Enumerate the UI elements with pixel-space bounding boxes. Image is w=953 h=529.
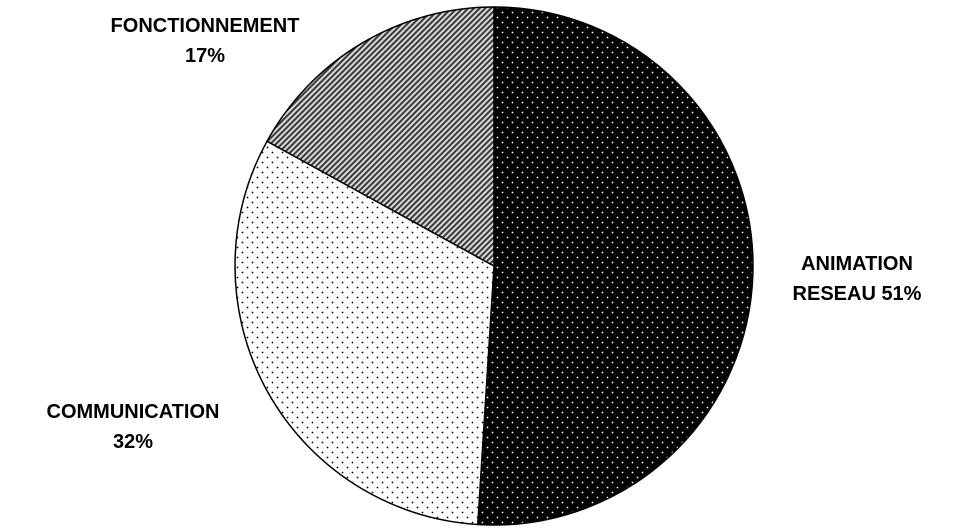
pie-slice-fonctionnement [266,6,495,268]
pie-slice-animation-reseau [476,6,754,526]
pie-slice-communication [234,140,495,526]
slice-label-line: 17% [185,45,225,67]
slice-label-animation-reseau: ANIMATION RESEAU 51% [793,253,922,305]
pie-slices [234,6,754,526]
slice-label-line: FONCTIONNEMENT [111,15,300,37]
slice-label-line: RESEAU 51% [793,283,922,305]
slice-label-communication: COMMUNICATION 32% [47,401,220,453]
slice-label-line: COMMUNICATION [47,401,220,423]
slice-label-line: 32% [113,431,153,453]
slice-label-fonctionnement: FONCTIONNEMENT 17% [111,15,300,67]
pie-labels: ANIMATION RESEAU 51% COMMUNICATION 32% FONCT… [47,15,922,453]
slice-label-line: ANIMATION [801,253,913,275]
